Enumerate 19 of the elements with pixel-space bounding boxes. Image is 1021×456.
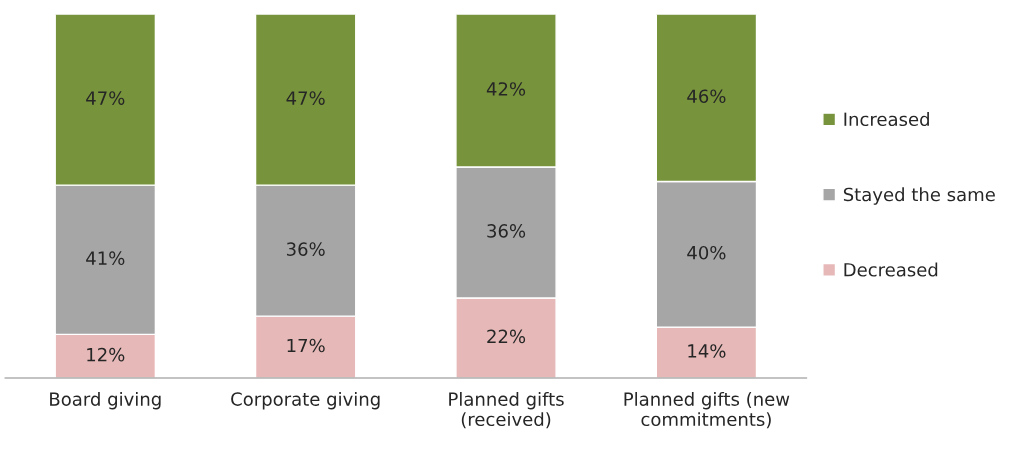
data-label: 36% — [487, 224, 526, 238]
data-label: 12% — [87, 347, 125, 362]
legend-label: Stayed the same — [843, 187, 995, 205]
data-label: 22% — [487, 329, 526, 344]
x-tick-label: Board giving — [50, 391, 161, 410]
data-label: 41% — [86, 251, 125, 265]
data-label: 36% — [286, 242, 325, 256]
data-label: 47% — [86, 91, 125, 105]
data-label: 17% — [287, 338, 325, 353]
data-label: 14% — [688, 344, 726, 358]
data-label: 42% — [486, 82, 526, 96]
x-tick-label: Planned gifts (received) — [449, 391, 564, 429]
data-label: 47% — [286, 91, 325, 105]
x-tick-label: Planned gifts (new commitments) — [624, 391, 790, 429]
data-label: 40% — [687, 245, 726, 260]
data-label: 46% — [687, 89, 726, 104]
x-tick-label: Corporate giving — [231, 391, 380, 410]
legend-label: Increased — [844, 112, 929, 127]
legend-label: Decreased — [844, 262, 938, 277]
